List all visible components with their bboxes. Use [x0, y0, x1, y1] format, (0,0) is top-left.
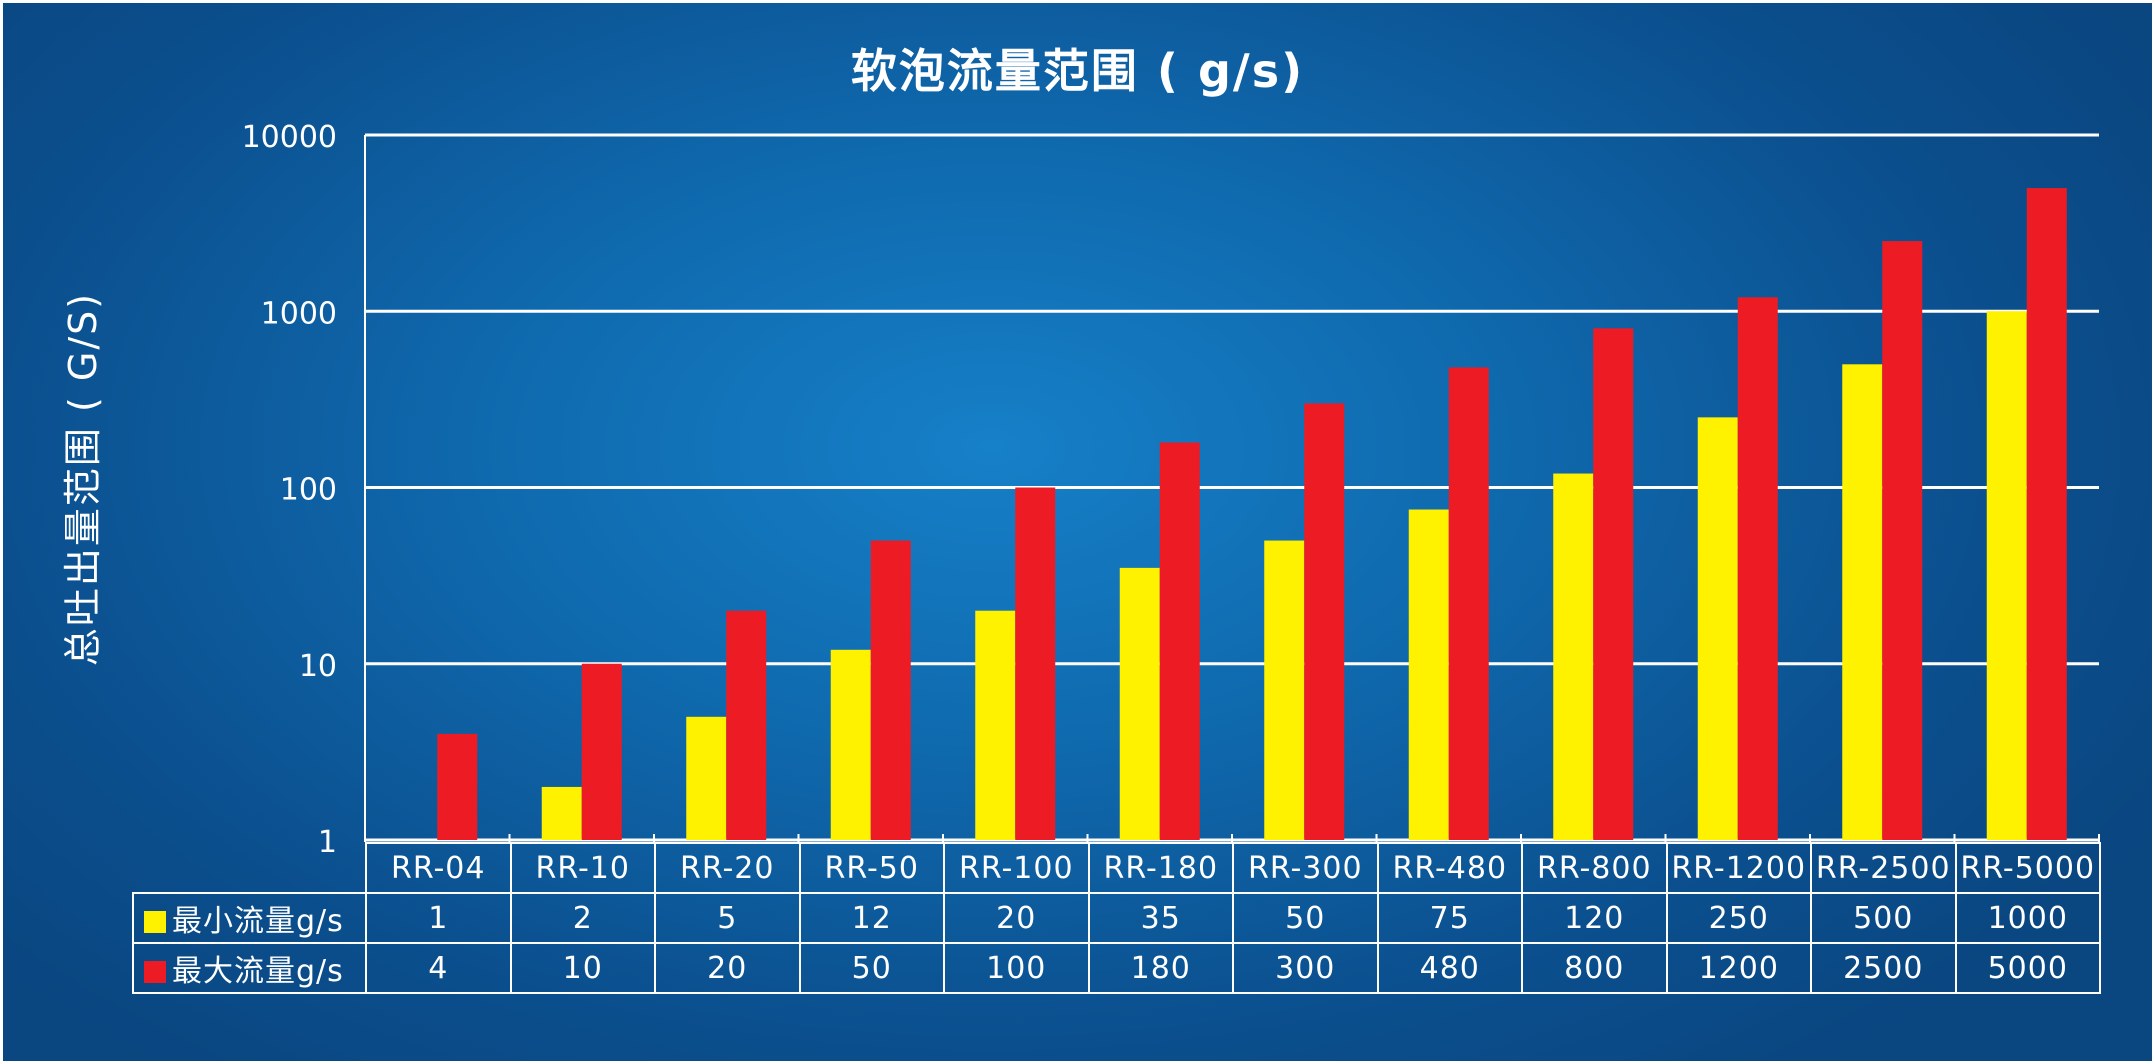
legend-label-min-flow: 最小流量g/s — [172, 904, 344, 939]
max-flow-value: 800 — [1521, 942, 1668, 994]
bar-max-flow-rr-50 — [870, 540, 911, 840]
legend-label-max-flow: 最大流量g/s — [172, 954, 344, 989]
data-table: RR-04 RR-10 RR-20 RR-50 RR-100 RR-180 RR-300 RR… — [132, 842, 2101, 994]
bar-max-flow-rr-800 — [1593, 328, 1634, 840]
legend-swatch-yellow — [144, 911, 166, 933]
max-flow-value: 300 — [1232, 942, 1379, 994]
min-flow-value: 1000 — [1954, 892, 2101, 944]
min-flow-value: 12 — [798, 892, 945, 944]
max-flow-value: 10 — [509, 942, 656, 994]
max-flow-value: 2500 — [1810, 942, 1957, 994]
y-tick-label: 10000 — [242, 120, 337, 155]
min-flow-value: 35 — [1087, 892, 1234, 944]
category-label: RR-20 — [654, 842, 801, 894]
min-flow-value: 1 — [365, 892, 512, 944]
bar-max-flow-rr-1200 — [1737, 297, 1778, 840]
min-flow-value: 75 — [1376, 892, 1523, 944]
min-flow-value: 50 — [1232, 892, 1379, 944]
bar-min-flow-rr-10 — [541, 786, 582, 840]
bar-min-flow-rr-100 — [975, 610, 1016, 840]
bar-max-flow-rr-2500 — [1882, 241, 1923, 841]
y-tick-label: 100 — [280, 473, 337, 508]
category-label: RR-480 — [1376, 842, 1523, 894]
legend-swatch-red — [144, 961, 166, 983]
category-label: RR-180 — [1087, 842, 1234, 894]
y-tick-label: 1000 — [261, 296, 337, 331]
bar-max-flow-rr-300 — [1304, 403, 1345, 840]
bar-min-flow-rr-2500 — [1842, 364, 1883, 840]
category-label: RR-300 — [1232, 842, 1379, 894]
table-corner-cell — [133, 843, 367, 894]
bar-min-flow-rr-300 — [1264, 540, 1305, 840]
bar-max-flow-rr-480 — [1448, 367, 1489, 840]
legend-min-flow: 最小流量g/s — [132, 892, 367, 944]
category-label: RR-100 — [943, 842, 1090, 894]
max-flow-value: 5000 — [1954, 942, 2101, 994]
category-label: RR-2500 — [1810, 842, 1957, 894]
max-flow-value: 480 — [1376, 942, 1523, 994]
category-label: RR-50 — [798, 842, 945, 894]
max-flow-value: 50 — [798, 942, 945, 994]
bar-min-flow-rr-5000 — [1986, 311, 2027, 840]
category-label: RR-800 — [1521, 842, 1668, 894]
category-label: RR-10 — [509, 842, 656, 894]
bar-max-flow-rr-20 — [726, 610, 767, 840]
bar-min-flow-rr-20 — [686, 716, 727, 840]
legend-max-flow: 最大流量g/s — [132, 942, 367, 994]
table-header-row: RR-04 RR-10 RR-20 RR-50 RR-100 RR-180 RR-300 RR… — [133, 842, 2101, 894]
bar-max-flow-rr-04 — [437, 733, 478, 840]
bar-max-flow-rr-100 — [1015, 487, 1056, 840]
bar-max-flow-rr-10 — [581, 663, 622, 840]
bar-min-flow-rr-800 — [1553, 473, 1594, 840]
table-row-max-flow: 最大流量g/s 4 10 20 50 100 180 300 480 800 1200 2500 50… — [132, 942, 2101, 994]
bar-min-flow-rr-180 — [1119, 567, 1160, 840]
bar-min-flow-rr-480 — [1408, 509, 1449, 840]
bar-max-flow-rr-5000 — [2026, 188, 2067, 841]
min-flow-value: 2 — [509, 892, 656, 944]
bar-max-flow-rr-180 — [1159, 442, 1200, 840]
max-flow-value: 20 — [654, 942, 801, 994]
bar-min-flow-rr-1200 — [1697, 417, 1738, 840]
min-flow-value: 250 — [1665, 892, 1812, 944]
max-flow-value: 4 — [365, 942, 512, 994]
chart-title: 软泡流量范围 ( g/s) — [850, 44, 1305, 98]
category-label: RR-5000 — [1954, 842, 2101, 894]
bar-min-flow-rr-50 — [830, 649, 871, 840]
min-flow-value: 500 — [1810, 892, 1957, 944]
category-label: RR-04 — [365, 842, 512, 894]
max-flow-value: 180 — [1087, 942, 1234, 994]
min-flow-value: 20 — [943, 892, 1090, 944]
chart-panel: 软泡流量范围 ( g/s) 总吐出量范围 ( G/S) 1 10 100 1000 10… — [3, 3, 2152, 1061]
max-flow-value: 1200 — [1665, 942, 1812, 994]
category-label: RR-1200 — [1665, 842, 1812, 894]
min-flow-value: 5 — [654, 892, 801, 944]
table-row-min-flow: 最小流量g/s 1 2 5 12 20 35 50 75 120 250 500 1000 — [132, 892, 2101, 944]
max-flow-value: 100 — [943, 942, 1090, 994]
y-tick-label: 10 — [299, 649, 337, 684]
min-flow-value: 120 — [1521, 892, 1668, 944]
